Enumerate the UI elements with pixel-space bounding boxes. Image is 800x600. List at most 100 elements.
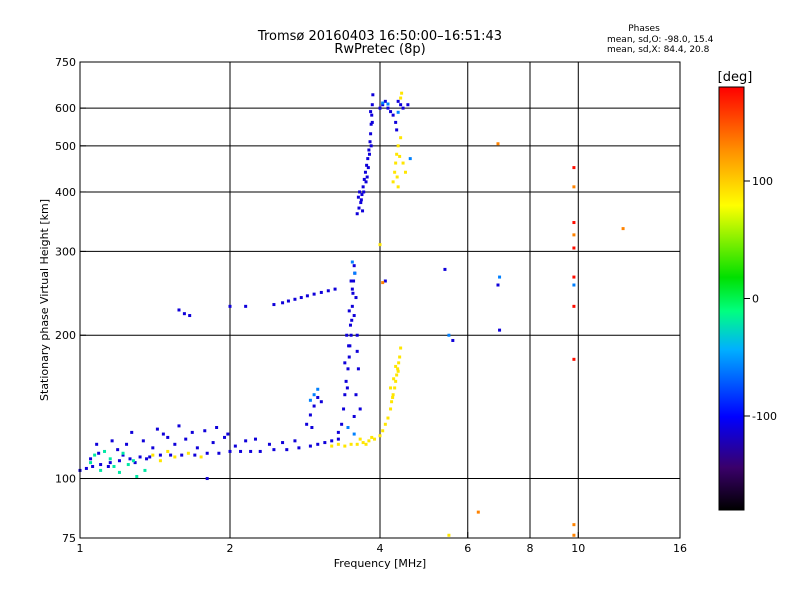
echo-point (358, 437, 362, 441)
echo-point (352, 279, 356, 283)
echo-point (451, 338, 455, 342)
echo-point (397, 361, 401, 365)
echo-point (399, 346, 403, 350)
echo-point (205, 451, 209, 455)
echo-point (359, 198, 363, 202)
echo-point (95, 442, 99, 446)
echo-point (366, 166, 370, 170)
echo-point (392, 377, 396, 381)
echo-point (326, 289, 330, 293)
stats-line-x: mean, sd,X: 84.4, 20.8 (607, 45, 710, 55)
chart-subtitle: RwPretec (8p) (334, 42, 425, 57)
echo-point (316, 387, 320, 391)
echo-point (199, 455, 203, 459)
echo-point (364, 180, 368, 184)
echo-point (572, 246, 576, 250)
echo-point (355, 333, 359, 337)
echo-point (358, 190, 362, 194)
echo-point (312, 393, 316, 397)
echo-point (340, 422, 344, 426)
echo-point (395, 152, 399, 156)
echo-point (143, 468, 147, 472)
y-tick-label: 200 (55, 329, 76, 342)
echo-point (572, 185, 576, 189)
echo-point (398, 355, 402, 359)
echo-point (383, 99, 387, 103)
echo-point (188, 314, 192, 318)
x-tick-label: 16 (673, 542, 687, 555)
echo-point (364, 442, 368, 446)
echo-point (223, 435, 227, 439)
echo-point (141, 439, 145, 443)
y-tick-label: 400 (55, 186, 76, 199)
echo-point (244, 439, 248, 443)
echo-point (272, 448, 276, 452)
echo-point (135, 474, 139, 478)
echo-point (389, 407, 393, 411)
echo-point (97, 451, 101, 455)
echo-point (370, 113, 374, 117)
echo-point (330, 439, 334, 443)
echo-point (393, 386, 397, 390)
echo-point (346, 367, 350, 371)
echo-point (370, 435, 374, 439)
echo-point (125, 442, 129, 446)
echo-point (343, 361, 347, 365)
echo-point (357, 206, 361, 210)
echo-point (394, 364, 398, 368)
echo-point (349, 333, 353, 337)
echo-point (401, 106, 405, 110)
echo-point (151, 446, 155, 450)
echo-point (395, 373, 399, 377)
echo-point (116, 448, 120, 452)
echo-point (361, 441, 365, 445)
echo-point (211, 441, 215, 445)
echo-point (133, 461, 137, 465)
echo-point (383, 279, 387, 283)
echo-point (110, 439, 114, 443)
echo-point (166, 449, 170, 453)
echo-point (381, 101, 385, 105)
echo-point (572, 523, 576, 527)
echo-point (369, 122, 373, 126)
colorbar-tick-label: -100 (752, 410, 777, 423)
echo-point (394, 120, 398, 124)
y-tick-label: 75 (62, 532, 76, 545)
echo-point (572, 275, 576, 279)
echo-point (378, 243, 382, 247)
echo-point (308, 398, 312, 402)
echo-point (117, 459, 121, 463)
echo-point (319, 400, 323, 404)
echo-point (399, 103, 403, 107)
echo-point (373, 437, 377, 441)
echo-point (312, 404, 316, 408)
echo-point (496, 283, 500, 287)
echo-point (305, 422, 309, 426)
echo-point (361, 209, 365, 213)
echo-point (184, 437, 188, 441)
echo-point (103, 449, 107, 453)
echo-point (386, 416, 390, 420)
echo-point (347, 355, 351, 359)
echo-point (359, 201, 363, 205)
echo-point (393, 170, 397, 174)
echo-point (360, 193, 364, 197)
echo-point (572, 166, 576, 170)
echo-point (108, 461, 112, 465)
echo-point (297, 446, 301, 450)
stats-heading: Phases (628, 24, 660, 34)
echo-point (362, 177, 366, 181)
echo-point (370, 103, 374, 107)
echo-point (239, 449, 243, 453)
echo-point (349, 442, 353, 446)
echo-point (386, 106, 390, 110)
echo-point (367, 439, 371, 443)
echo-point (354, 393, 358, 397)
echo-point (366, 157, 370, 161)
echo-point (396, 110, 400, 114)
echo-point (281, 441, 285, 445)
echo-point (367, 148, 371, 152)
echo-point (381, 429, 385, 433)
y-axis-label: Stationary phase Virtual Height [km] (38, 199, 51, 401)
